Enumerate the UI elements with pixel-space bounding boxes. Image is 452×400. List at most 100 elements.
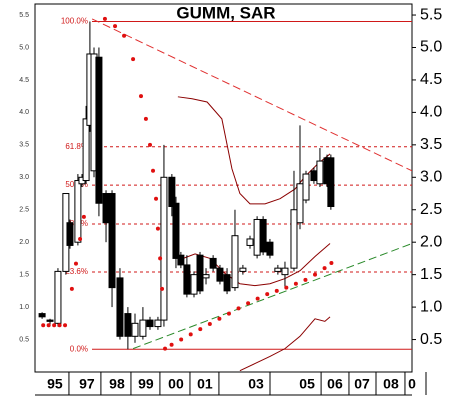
candle-body xyxy=(281,267,289,276)
y-tick-label-left: 5.5 xyxy=(19,12,29,19)
candle-body xyxy=(239,267,247,272)
trendline xyxy=(132,243,412,350)
candle-body xyxy=(102,193,110,224)
x-tick-label: 00 xyxy=(168,376,184,392)
plot-frame xyxy=(34,3,413,373)
y-tick-label-right: 2.5 xyxy=(420,201,442,218)
x-tick-label: 97 xyxy=(79,376,95,392)
candle-body xyxy=(46,319,54,322)
x-tick-label: 99 xyxy=(138,376,154,392)
y-tick-label-left: 3.5 xyxy=(19,142,29,149)
candle-body xyxy=(196,254,204,292)
candle-body xyxy=(154,319,162,328)
sar-dot xyxy=(154,196,159,201)
fib-label: 100.0% xyxy=(61,17,88,26)
y-tick-label-right: 5.5 xyxy=(420,6,442,23)
sar-dot xyxy=(293,281,298,286)
trendline xyxy=(91,18,412,172)
sar-dot xyxy=(255,296,260,301)
sar-dot xyxy=(274,288,279,293)
fib-label: 0.0% xyxy=(70,344,88,353)
band-line xyxy=(239,316,331,372)
sar-dot xyxy=(131,57,136,62)
x-tick-label: 98 xyxy=(109,376,125,392)
sar-dot xyxy=(143,116,148,121)
candle-body xyxy=(124,313,132,337)
sar-dot xyxy=(303,277,308,282)
candle-body xyxy=(290,209,298,269)
candle-body xyxy=(231,235,239,289)
y-tick-label-left: 4.0 xyxy=(19,109,29,116)
chart-title: GUMM, SAR xyxy=(176,3,275,22)
candle-body xyxy=(146,319,154,328)
candle-body xyxy=(253,218,261,256)
x-tick-label: 0 xyxy=(408,376,416,392)
y-tick-label-right: 3.5 xyxy=(420,136,442,153)
y-tick-label-left: 5.0 xyxy=(19,44,29,51)
candle-body xyxy=(246,238,254,246)
sar-dot xyxy=(179,337,184,342)
sar-dot xyxy=(160,286,165,291)
candle-body xyxy=(116,277,124,337)
candle-body xyxy=(66,222,74,246)
y-tick-label-right: 2.0 xyxy=(420,233,442,250)
sar-dot xyxy=(46,323,51,328)
y-tick-label-right: 1.0 xyxy=(420,298,442,315)
sar-dot xyxy=(265,292,270,297)
candle-body xyxy=(259,218,267,253)
y-tick-label-right: 5.0 xyxy=(420,39,442,56)
y-tick-label-left: 4.5 xyxy=(19,77,29,84)
y-tick-label-left: 3.0 xyxy=(19,174,29,181)
sar-dot xyxy=(163,346,168,351)
sar-dot xyxy=(169,342,174,347)
y-tick-label-right: 4.0 xyxy=(420,104,442,121)
candle-body xyxy=(139,319,147,337)
candle-body xyxy=(266,241,274,256)
candle-body xyxy=(177,254,185,266)
sar-dot xyxy=(113,24,118,29)
candle-body xyxy=(310,170,318,182)
fib-label: 23.6% xyxy=(65,267,88,276)
x-tick-label: 01 xyxy=(197,376,213,392)
sar-dot xyxy=(246,301,251,306)
sar-dot xyxy=(188,332,193,337)
y-tick-label-left: 1.0 xyxy=(19,304,29,311)
sar-dot xyxy=(81,214,86,219)
candle-body xyxy=(183,264,191,295)
sar-dot xyxy=(138,94,143,99)
candle-body xyxy=(160,176,168,321)
candle-body xyxy=(202,274,210,279)
sar-dot xyxy=(63,323,68,328)
sar-dot xyxy=(122,33,127,38)
band-line xyxy=(177,243,331,287)
sar-dot xyxy=(329,260,334,265)
y-tick-label-right: 3.0 xyxy=(420,169,442,186)
candle-body xyxy=(223,274,231,292)
sar-dot xyxy=(155,226,160,231)
candle-body xyxy=(209,257,217,269)
candle-body xyxy=(74,180,82,243)
sar-dot xyxy=(313,272,318,277)
candle-body xyxy=(131,322,139,337)
sar-dot xyxy=(148,142,153,147)
candle-body xyxy=(316,160,324,185)
candle-body xyxy=(54,270,62,324)
candle-body xyxy=(216,267,224,282)
sar-dot xyxy=(158,256,163,261)
x-tick-label: 08 xyxy=(383,376,399,392)
sar-dot xyxy=(284,285,289,290)
candle-body xyxy=(82,118,90,182)
x-tick-label: 05 xyxy=(299,376,315,392)
sar-dot xyxy=(322,266,327,271)
x-tick-label: 95 xyxy=(47,376,63,392)
sar-dot xyxy=(73,261,78,266)
sar-dot xyxy=(69,286,74,291)
candle-body xyxy=(168,176,176,207)
candle-body xyxy=(108,193,116,289)
sar-dot xyxy=(41,323,46,328)
sar-dot xyxy=(52,323,57,328)
fib-label: 61.8% xyxy=(65,142,88,151)
candle-body xyxy=(302,173,310,201)
